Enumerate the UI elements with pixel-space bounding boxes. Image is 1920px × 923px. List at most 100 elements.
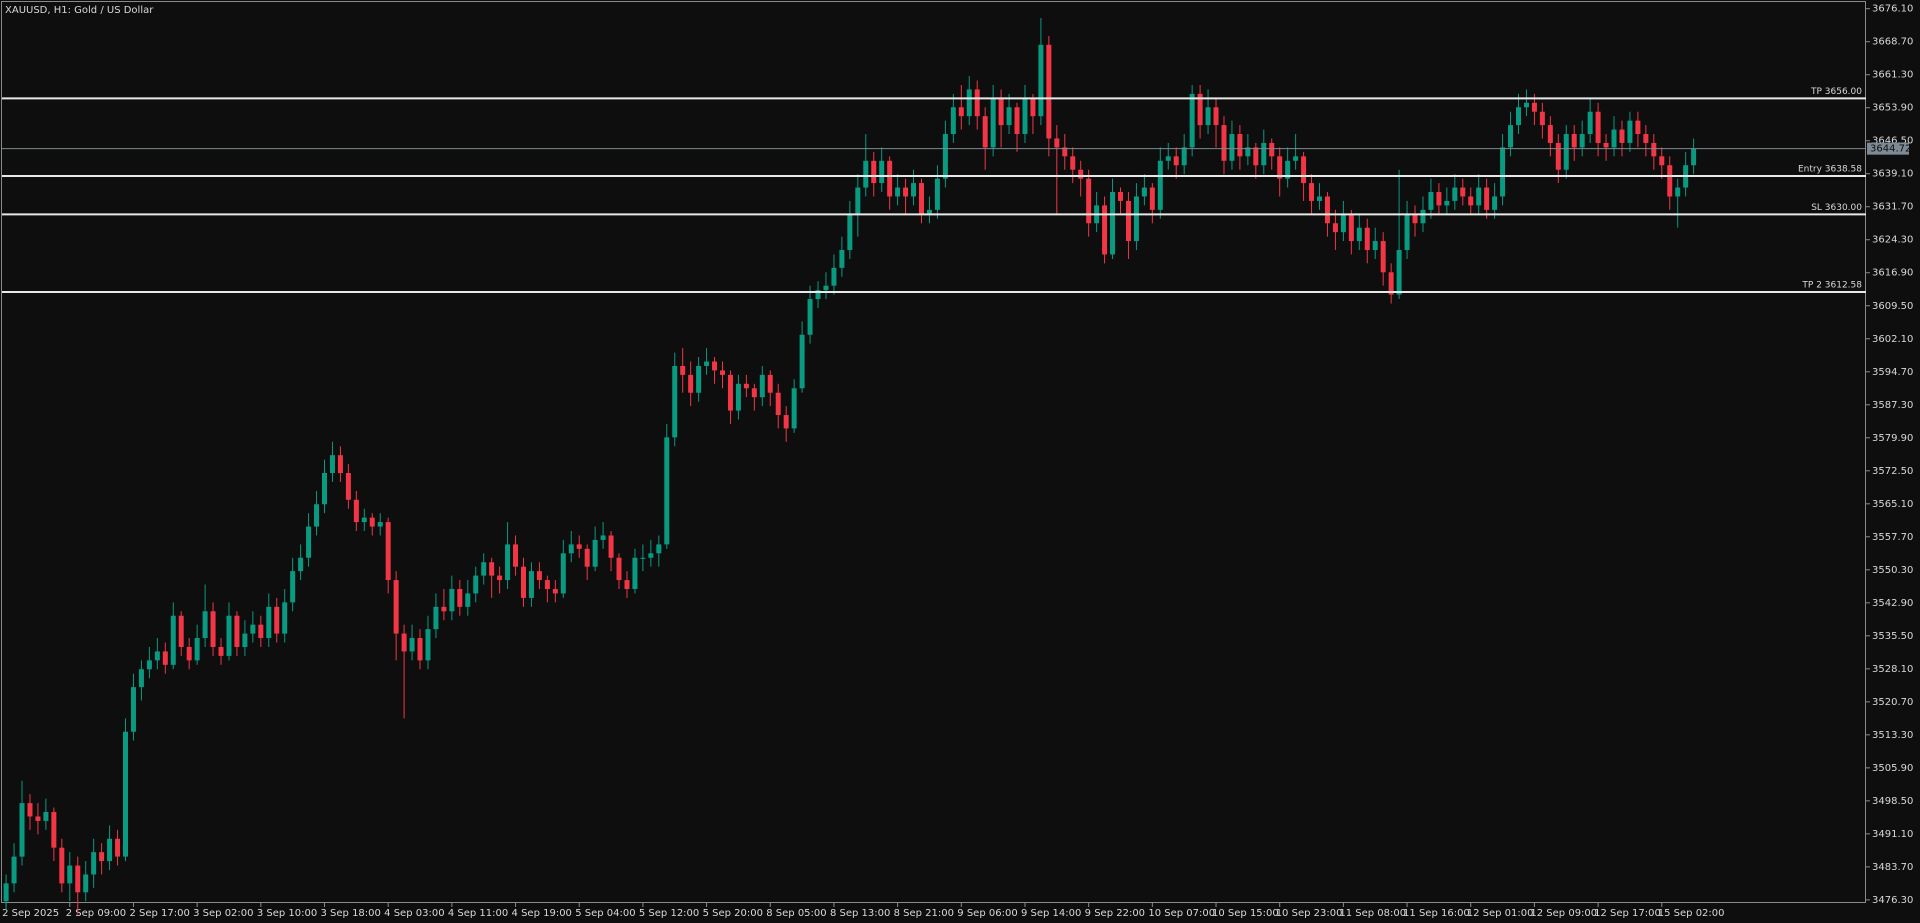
y-tick-label: 3528.10	[1872, 664, 1913, 675]
x-tick-label: 4 Sep 11:00	[448, 908, 508, 919]
candle-body	[839, 249, 845, 268]
candle-body	[640, 557, 646, 559]
candle-body	[950, 107, 956, 135]
candle-body	[3, 883, 9, 902]
y-tick-label: 3676.10	[1872, 4, 1913, 15]
candle-body	[1157, 160, 1163, 210]
x-tick-label: 8 Sep 13:00	[830, 908, 890, 919]
candle-body	[1547, 125, 1553, 143]
candle-body	[465, 593, 471, 607]
candle-body	[568, 544, 574, 554]
candle-body	[1651, 142, 1657, 157]
x-tick-label: 9 Sep 14:00	[1021, 908, 1081, 919]
x-tick-label: 3 Sep 10:00	[257, 908, 317, 919]
candle-body	[1173, 156, 1179, 166]
y-tick-label: 3616.90	[1872, 268, 1913, 279]
y-tick-label: 3535.50	[1872, 631, 1913, 642]
candle-body	[441, 606, 447, 612]
candle-body	[720, 370, 725, 375]
candle-body	[298, 557, 304, 572]
candle-body	[67, 865, 73, 884]
candle-body	[138, 669, 144, 688]
candle-body	[1062, 147, 1068, 157]
candle-body	[1078, 169, 1084, 179]
candle-body	[1420, 209, 1426, 224]
candle-body	[727, 374, 733, 411]
candle-body	[457, 588, 463, 607]
candle-body	[958, 107, 964, 117]
candle-body	[791, 388, 797, 429]
candle-body	[1523, 102, 1529, 108]
candle-body	[1118, 192, 1123, 201]
candle-body	[123, 731, 128, 857]
candle-body	[417, 638, 423, 661]
candle-body	[552, 588, 558, 594]
y-tick-label: 3557.70	[1872, 532, 1913, 543]
y-tick-label: 3483.70	[1872, 862, 1913, 873]
candle-body	[1054, 138, 1060, 148]
candle-body	[735, 383, 741, 411]
candle-body	[1189, 93, 1195, 148]
candle-body	[409, 638, 415, 652]
candle-body	[528, 571, 534, 598]
candle-body	[1269, 142, 1275, 157]
candle-body	[823, 285, 829, 291]
x-tick-label: 9 Sep 22:00	[1085, 908, 1145, 919]
candle-body	[449, 588, 455, 612]
candle-body	[974, 89, 980, 117]
candle-body	[1141, 187, 1147, 197]
candle-body	[1261, 142, 1267, 166]
candle-body	[616, 557, 622, 581]
x-tick-label: 10 Sep 07:00	[1148, 908, 1215, 919]
candle-body	[1539, 111, 1545, 126]
candle-body	[1571, 134, 1577, 148]
x-tick-label: 4 Sep 19:00	[512, 908, 572, 919]
y-tick-label: 3520.70	[1872, 697, 1913, 708]
candle-body	[497, 575, 503, 581]
candle-body	[688, 374, 694, 393]
chart-title: XAUUSD, H1: Gold / US Dollar	[5, 5, 154, 16]
x-tick-label: 11 Sep 08:00	[1339, 908, 1406, 919]
candle-body	[775, 392, 781, 416]
candle-body	[481, 562, 487, 576]
candle-body	[966, 89, 972, 117]
candle-body	[505, 544, 511, 581]
x-tick-label: 12 Sep 01:00	[1467, 908, 1534, 919]
candle-body	[1133, 196, 1139, 242]
candle-body	[266, 606, 272, 639]
candle-body	[1356, 227, 1362, 242]
y-tick-label: 3609.50	[1872, 301, 1913, 312]
candle-body	[584, 548, 590, 567]
candle-body	[385, 522, 391, 581]
candle-body	[51, 812, 57, 848]
candle-body	[783, 415, 789, 429]
candle-body	[1245, 147, 1251, 157]
candle-body	[576, 544, 582, 549]
candle-body	[1619, 129, 1625, 143]
y-tick-label: 3587.30	[1872, 400, 1913, 411]
level-label: TP 3656.00	[1810, 87, 1862, 97]
candle-body	[1380, 241, 1386, 273]
candle-body	[990, 98, 996, 148]
candle-body	[1436, 192, 1442, 206]
level-label: TP 2 3612.58	[1801, 281, 1862, 291]
level-label: Entry 3638.58	[1798, 165, 1862, 175]
candle-body	[1500, 147, 1506, 197]
candle-body	[1277, 156, 1283, 179]
candle-body	[345, 473, 351, 500]
candle-body	[258, 624, 264, 639]
candle-body	[329, 455, 335, 474]
candle-body	[83, 874, 89, 893]
candle-body	[274, 606, 280, 634]
x-tick-label: 5 Sep 20:00	[703, 908, 763, 919]
x-tick-label: 9 Sep 06:00	[957, 908, 1017, 919]
candle-body	[863, 160, 869, 188]
candle-body	[632, 557, 638, 589]
y-tick-label: 3668.70	[1872, 37, 1913, 48]
candle-body	[1508, 125, 1514, 148]
y-tick-label: 3476.30	[1872, 895, 1913, 906]
y-tick-label: 3513.30	[1872, 730, 1913, 741]
candle-body	[1372, 241, 1378, 250]
candle-body	[1563, 134, 1569, 170]
candle-body	[1197, 93, 1203, 126]
